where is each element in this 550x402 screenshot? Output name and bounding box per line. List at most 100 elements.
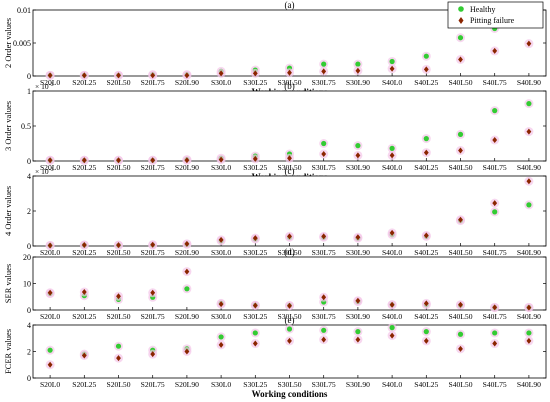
pitting-point	[150, 289, 156, 296]
pitting-point	[526, 337, 532, 344]
x-tick-label: S30L90	[346, 380, 370, 389]
y-tick-label: 2	[27, 207, 31, 216]
pitting-point	[389, 301, 395, 308]
healthy-point	[184, 286, 190, 292]
x-tick-label: S40L90	[517, 78, 541, 87]
pitting-point	[218, 341, 224, 348]
x-tick-label: S20L25	[72, 380, 96, 389]
x-tick-label: S20L50	[106, 163, 130, 172]
pitting-point	[492, 304, 498, 311]
pitting-point	[492, 340, 498, 347]
x-tick-label: S20L50	[106, 78, 130, 87]
pitting-point	[218, 156, 224, 163]
y-tick-label: 0	[27, 157, 31, 166]
x-tick-label: S20L50	[106, 312, 130, 321]
x-tick-label: S20L75	[141, 380, 165, 389]
healthy-point	[252, 330, 258, 336]
x-tick-label: S30L0	[211, 163, 231, 172]
x-tick-label: S30L0	[211, 78, 231, 87]
pitting-point	[218, 301, 224, 308]
chart-panel-e: 0 2 4 S20L0 S20L25 S20L50 S20L75 S20L90 S30L0 S30…	[3, 315, 547, 399]
y-tick-label: 0	[27, 374, 31, 383]
healthy-point	[286, 326, 293, 332]
panel-title: (a)	[285, 0, 295, 10]
pitting-point	[321, 294, 327, 301]
x-tick-label: S40L75	[483, 248, 507, 257]
pitting-point	[526, 178, 532, 185]
pitting-point	[218, 70, 224, 77]
healthy-point	[526, 101, 532, 107]
y-tick-label: 2	[27, 348, 31, 357]
pitting-point	[116, 293, 121, 300]
pitting-point	[184, 348, 190, 355]
pitting-point	[116, 72, 121, 79]
pitting-point	[150, 72, 156, 79]
x-tick-label: S20L0	[40, 78, 60, 87]
healthy-point	[492, 108, 498, 114]
x-tick-label: S20L50	[106, 380, 130, 389]
x-tick-label: S40L50	[448, 163, 472, 172]
pitting-point	[321, 68, 327, 75]
legend: Healthy Pitting failure	[447, 1, 544, 29]
pitting-point	[389, 152, 395, 159]
x-tick-label: S30L50	[277, 312, 301, 321]
healthy-point	[321, 327, 327, 333]
x-tick-label: S40L50	[448, 380, 472, 389]
x-tick-label: S40L50	[448, 248, 472, 257]
y-axis-label: 3 Order values	[3, 101, 13, 151]
x-tick-label: S20L90	[175, 163, 199, 172]
x-tick-label: S40L90	[517, 163, 541, 172]
healthy-point	[457, 35, 464, 41]
y-tick-label: 0.005	[13, 39, 31, 48]
x-tick-label: S20L0	[40, 312, 60, 321]
x-tick-label: S30L75	[312, 312, 336, 321]
pitting-point	[47, 242, 53, 249]
pitting-point	[389, 65, 395, 72]
legend-pitting-label: Pitting failure	[470, 16, 515, 25]
healthy-point	[492, 330, 498, 336]
pitting-point	[492, 47, 498, 54]
pitting-point	[150, 351, 156, 358]
x-tick-label: S30L75	[312, 78, 336, 87]
x-tick-label: S20L0	[40, 248, 60, 257]
x-axis-label: Working conditions	[252, 389, 328, 399]
y-tick-label: 1	[27, 87, 31, 96]
pitting-point	[287, 302, 292, 309]
healthy-point	[389, 325, 395, 331]
x-tick-label: S20L25	[72, 163, 96, 172]
x-tick-label: S30L25	[243, 78, 267, 87]
y-tick-label: 0	[27, 306, 31, 315]
x-tick-label: S30L50	[277, 248, 301, 257]
x-tick-label: S20L90	[175, 78, 199, 87]
x-tick-label: S40L0	[382, 248, 402, 257]
pitting-point	[184, 268, 190, 275]
healthy-point	[47, 347, 53, 353]
pitting-point	[252, 70, 258, 77]
healthy-point	[218, 334, 224, 340]
x-tick-label: S30L0	[211, 380, 231, 389]
pitting-point	[526, 40, 532, 47]
pitting-point	[526, 128, 532, 135]
x-tick-label: S20L25	[72, 312, 96, 321]
y-tick-label: 0	[27, 72, 31, 81]
x-tick-label: S40L50	[448, 78, 472, 87]
x-tick-label: S30L75	[312, 163, 336, 172]
legend-pitting-marker	[458, 17, 464, 24]
y-exponent-base: × 10	[35, 82, 49, 91]
x-tick-label: S20L75	[141, 163, 165, 172]
chart-panel-d: 0 10 20 S20L0 S20L25 S20L50 S20L75 S20L90 S30L0 S…	[3, 247, 547, 321]
healthy-point	[321, 140, 327, 147]
pitting-point	[355, 234, 361, 241]
x-tick-label: S30L90	[346, 312, 370, 321]
x-tick-label: S20L0	[40, 163, 60, 172]
x-tick-label: S40L25	[414, 248, 438, 257]
pitting-point	[81, 241, 87, 248]
chart-panel-b: 0 0.5 1 S20L0 S20L25 S20L50 S20L75 S20L90 S30L0 S…	[3, 81, 547, 182]
healthy-point	[423, 53, 429, 59]
x-tick-label: S30L0	[211, 312, 231, 321]
x-tick-label: S30L75	[312, 248, 336, 257]
pitting-point	[355, 336, 361, 343]
pitting-point	[321, 151, 327, 157]
x-tick-label: S40L90	[517, 380, 541, 389]
x-tick-label: S20L75	[141, 312, 165, 321]
